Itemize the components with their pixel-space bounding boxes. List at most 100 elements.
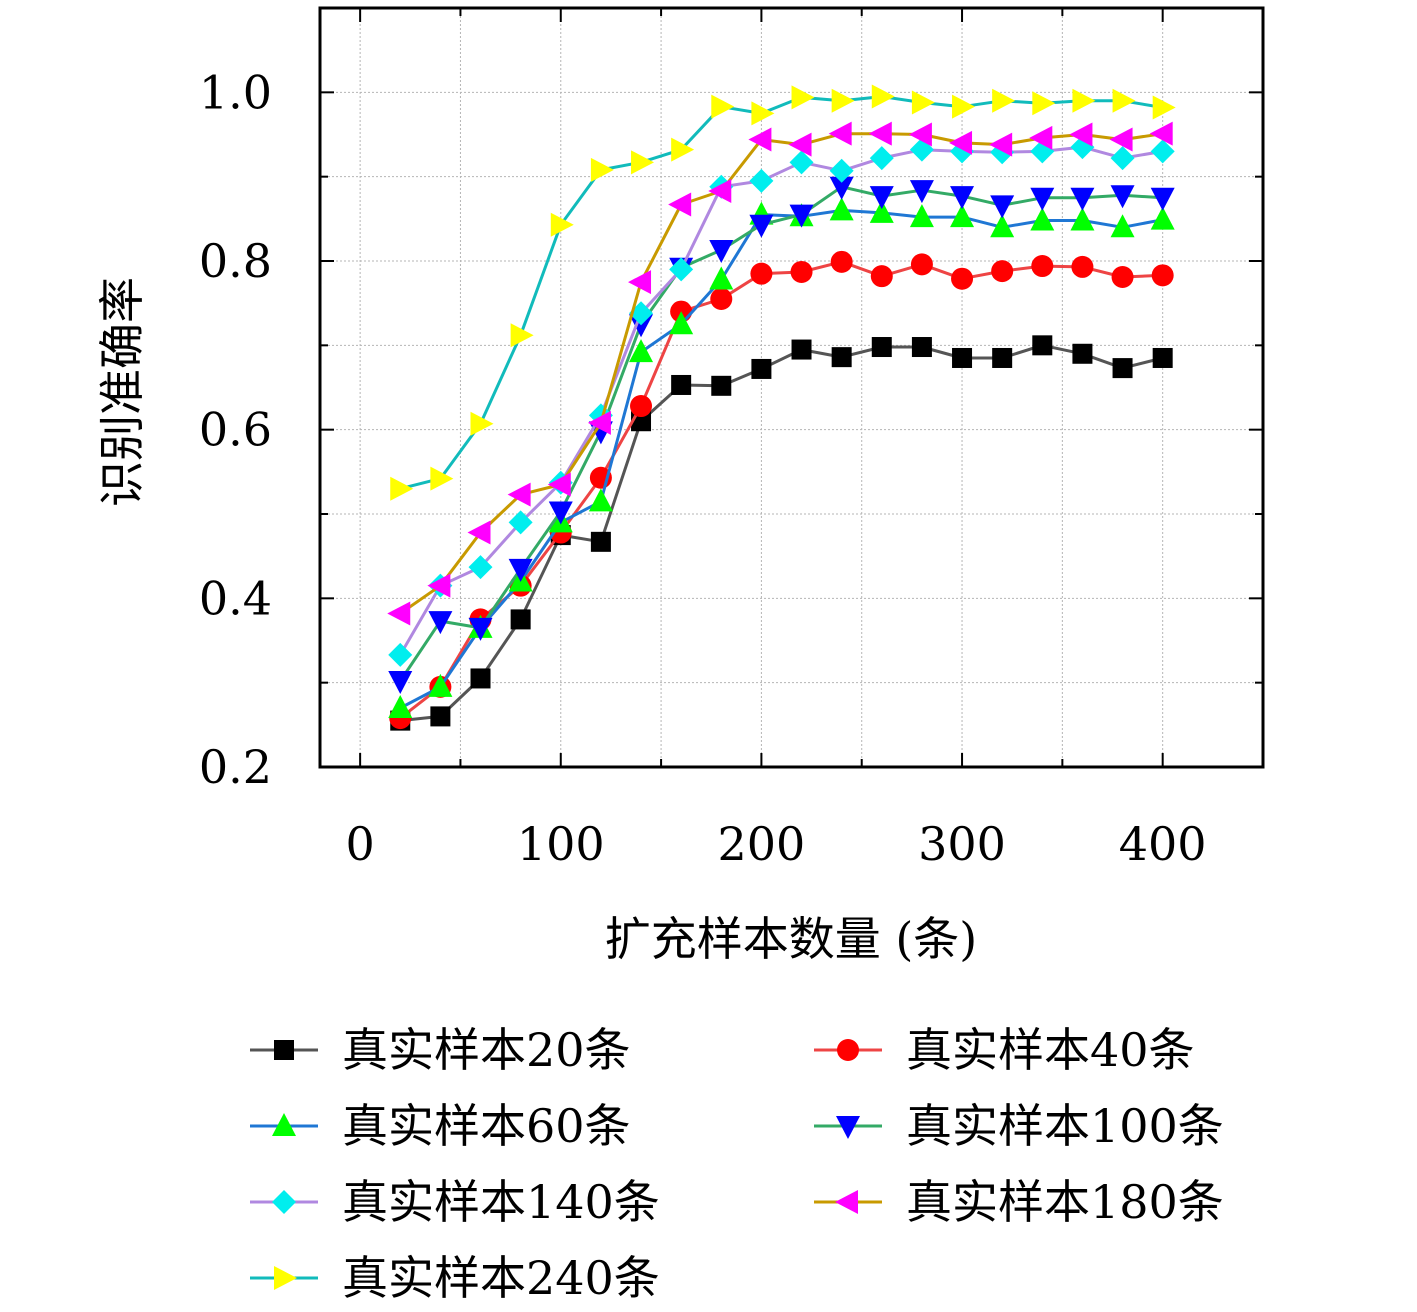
data-point [751,358,772,379]
data-point [1150,206,1175,230]
legend-label: 真实样本140条 [342,1175,660,1229]
legend-label: 真实样本240条 [342,1251,660,1305]
y-tick-label: 0.6 [199,403,272,457]
data-point [510,323,534,348]
data-point [1110,185,1135,209]
data-point [669,311,694,335]
legend-item: 真实样本20条 [250,1023,631,1077]
data-point [1112,88,1136,113]
legend-marker [836,1116,860,1139]
x-tick-label: 400 [1119,817,1207,871]
data-point [428,611,453,635]
data-point [467,520,491,545]
data-point [952,347,973,368]
data-point [1111,266,1134,289]
data-point [710,287,733,310]
data-point [788,132,812,157]
legend-marker [274,1040,294,1060]
x-tick-label: 100 [517,817,605,871]
data-point [1032,91,1056,116]
data-point [791,85,815,110]
x-tick-labels: 0 100 200 300 400 [345,817,1206,871]
data-point [470,411,494,436]
data-point [629,339,654,363]
y-tick-label: 0.8 [199,234,272,288]
series-line [399,208,1163,710]
legend-item: 真实样本40条 [814,1023,1195,1077]
legend-marker [837,1039,859,1061]
data-point [869,199,894,223]
data-point [1149,121,1173,146]
data-point [751,101,775,126]
y-tick-label: 0.4 [199,571,272,625]
legend-label: 真实样本60条 [342,1099,631,1153]
data-point [1112,358,1133,379]
data-point [671,137,695,162]
data-point [952,94,976,119]
plot-frame [318,6,1265,769]
data-point [711,375,732,396]
y-tick-label: 1.0 [199,65,272,119]
data-point [430,706,451,727]
data-point [507,482,531,507]
y-axis-title: 识别准确率 [95,277,149,507]
data-point [470,668,491,689]
series-7 [390,84,1176,501]
series-6 [387,121,1173,626]
data-point [749,168,774,193]
data-point [1070,207,1095,231]
data-point [711,94,735,119]
data-point [790,260,813,283]
data-point [1109,127,1133,152]
data-point [548,501,573,525]
series-2 [389,250,1174,730]
data-point [909,204,934,228]
data-point [1031,255,1054,278]
data-point [1150,139,1175,164]
data-point [1110,214,1135,238]
legend-marker [274,1266,297,1290]
series-line [400,343,1164,723]
data-point [671,374,692,395]
data-point [668,192,692,217]
legend-label: 真实样本20条 [342,1023,631,1077]
data-point [1110,146,1135,171]
data-point [669,257,694,282]
data-point [831,88,855,113]
data-point [631,150,655,175]
data-point [950,186,975,210]
data-point [748,127,772,152]
legend-marker [835,1190,858,1214]
data-point [590,157,614,182]
data-point [508,558,533,582]
data-point [830,250,853,273]
data-point [911,337,932,358]
data-point [1069,122,1093,147]
data-point [428,673,453,697]
data-point [510,609,531,630]
data-point [870,265,893,288]
data-point [871,84,895,109]
data-point [829,158,854,183]
data-point [909,180,934,204]
data-point [547,472,571,497]
data-point [590,531,611,552]
data-point [1072,88,1096,113]
x-tick-label: 200 [717,817,805,871]
axis-ticks [320,8,1263,768]
y-tick-label: 0.2 [199,740,272,794]
data-point [868,121,892,146]
legend-item: 真实样本240条 [250,1251,660,1305]
data-point [989,132,1013,157]
data-point [588,488,613,512]
data-point [550,212,574,237]
data-point [869,186,894,210]
data-point [1032,335,1053,356]
data-point [992,347,1013,368]
data-point [629,314,654,338]
legend-marker [272,1190,296,1214]
data-point [990,214,1015,238]
data-point [630,395,653,418]
data-point [829,176,854,200]
